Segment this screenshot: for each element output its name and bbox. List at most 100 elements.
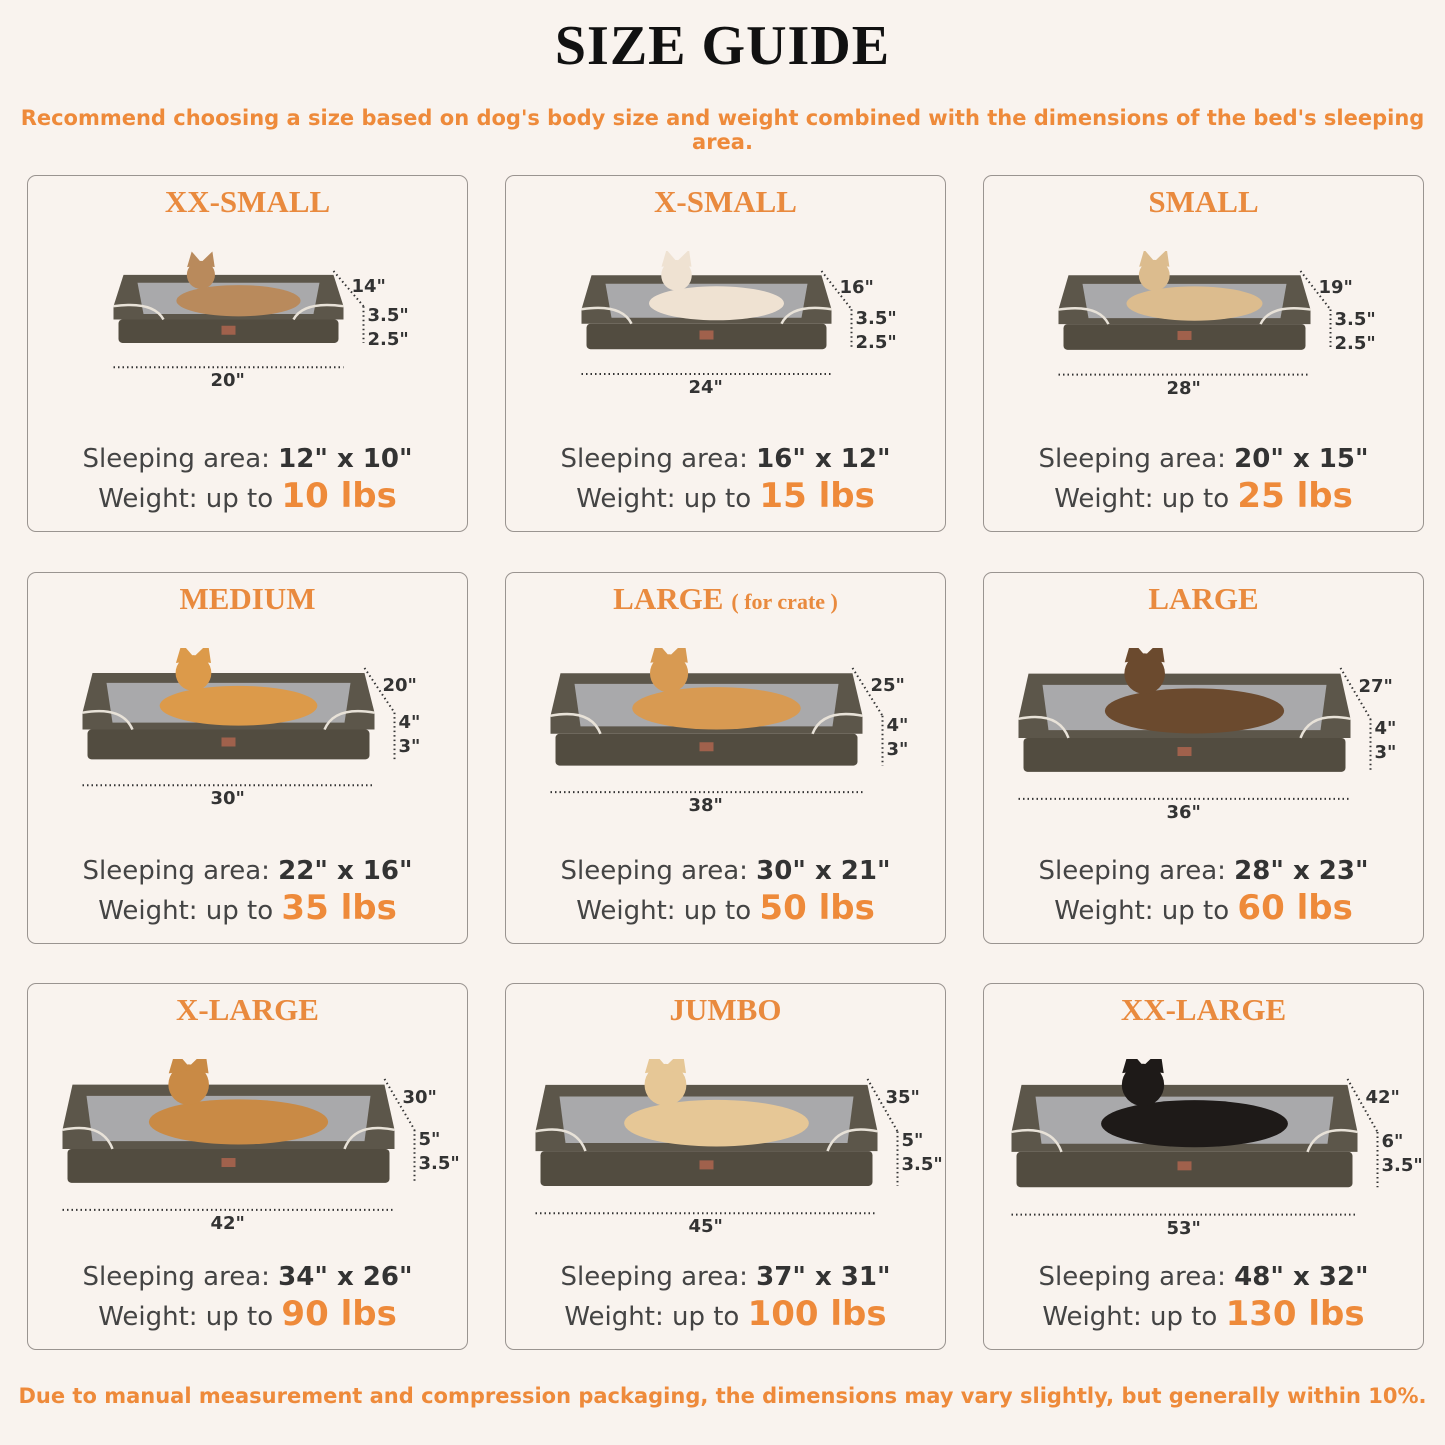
size-card: LARGE 2 bbox=[983, 572, 1424, 944]
weight-label: Weight: up to bbox=[98, 1302, 274, 1332]
wall-height-label: 4" bbox=[1374, 717, 1397, 739]
page-subtitle: Recommend choosing a size based on dog's… bbox=[20, 106, 1425, 154]
sleeping-label: Sleeping area: bbox=[82, 856, 270, 886]
dog-icon bbox=[148, 1059, 329, 1145]
size-card: LARGE ( for crate ) bbox=[505, 572, 946, 944]
weight-value: 10 lbs bbox=[281, 476, 397, 516]
size-name: X-SMALL bbox=[654, 184, 797, 219]
dog-icon bbox=[632, 648, 801, 730]
weight-label: Weight: up to bbox=[1042, 1302, 1218, 1332]
dog-icon bbox=[159, 648, 318, 726]
size-title: X-LARGE bbox=[28, 992, 467, 1028]
width-label: 45" bbox=[688, 1216, 723, 1238]
size-title: X-SMALL bbox=[506, 184, 945, 220]
sleeping-area: Sleeping area: 16" x 12" bbox=[506, 443, 945, 475]
base-height-label: 3.5" bbox=[901, 1154, 943, 1176]
base-height-label: 2.5" bbox=[1334, 332, 1376, 354]
depth-label: 19" bbox=[1318, 276, 1353, 298]
size-title: SMALL bbox=[984, 184, 1423, 220]
wall-height-label: 3.5" bbox=[1334, 308, 1376, 330]
depth-label: 35" bbox=[885, 1087, 920, 1109]
sleeping-area: Sleeping area: 48" x 32" bbox=[984, 1261, 1423, 1293]
base-height-label: 3.5" bbox=[418, 1152, 460, 1174]
height-dimension-line bbox=[851, 667, 884, 717]
depth-label: 25" bbox=[870, 675, 905, 697]
size-name: LARGE bbox=[1148, 581, 1259, 616]
weight-value: 25 lbs bbox=[1237, 476, 1353, 516]
height-dimension-line bbox=[1346, 1078, 1379, 1133]
weight-capacity: Weight: up to 60 lbs bbox=[984, 889, 1423, 930]
sleeping-value: 28" x 23" bbox=[1234, 856, 1369, 886]
sleeping-label: Sleeping area: bbox=[1038, 444, 1226, 474]
size-name: MEDIUM bbox=[179, 581, 316, 616]
sleeping-label: Sleeping area: bbox=[1038, 856, 1226, 886]
width-label: 20" bbox=[210, 370, 245, 392]
sleeping-label: Sleeping area: bbox=[82, 1262, 270, 1292]
bed-illustration bbox=[113, 251, 365, 369]
sleeping-area: Sleeping area: 20" x 15" bbox=[984, 443, 1423, 475]
width-label: 53" bbox=[1166, 1217, 1201, 1239]
depth-label: 16" bbox=[839, 276, 874, 298]
depth-label: 27" bbox=[1358, 676, 1393, 698]
weight-capacity: Weight: up to 130 lbs bbox=[984, 1295, 1423, 1336]
size-name: LARGE bbox=[613, 581, 724, 616]
cat-icon bbox=[176, 251, 301, 317]
weight-capacity: Weight: up to 15 lbs bbox=[506, 477, 945, 518]
bed-illustration bbox=[1018, 648, 1372, 800]
sleeping-label: Sleeping area: bbox=[82, 444, 270, 474]
sleeping-label: Sleeping area: bbox=[560, 444, 748, 474]
weight-value: 35 lbs bbox=[281, 888, 397, 928]
wall-height-label: 4" bbox=[398, 711, 421, 733]
weight-label: Weight: up to bbox=[98, 484, 274, 514]
bed-illustration bbox=[1058, 251, 1332, 376]
sleeping-area: Sleeping area: 37" x 31" bbox=[506, 1261, 945, 1293]
weight-value: 50 lbs bbox=[759, 888, 875, 928]
dog-icon bbox=[1126, 251, 1263, 321]
sleeping-label: Sleeping area: bbox=[560, 1262, 748, 1292]
size-name: XX-SMALL bbox=[164, 184, 331, 219]
weight-capacity: Weight: up to 35 lbs bbox=[28, 889, 467, 930]
bed-illustration bbox=[550, 648, 884, 794]
height-dimension-line bbox=[866, 1078, 899, 1132]
weight-value: 100 lbs bbox=[747, 1294, 887, 1334]
page-title: SIZE GUIDE bbox=[554, 15, 891, 77]
size-title: XX-LARGE bbox=[984, 992, 1423, 1028]
base-height-label: 3" bbox=[1374, 741, 1397, 763]
bed-illustration bbox=[62, 1059, 416, 1211]
size-title: JUMBO bbox=[506, 992, 945, 1028]
height-dimension-line bbox=[332, 270, 365, 307]
width-label: 38" bbox=[688, 795, 723, 817]
wall-height-label: 5" bbox=[418, 1128, 441, 1150]
bed-illustration bbox=[535, 1059, 899, 1215]
size-note: ( for crate ) bbox=[731, 589, 838, 614]
weight-value: 90 lbs bbox=[281, 1294, 397, 1334]
sleeping-value: 48" x 32" bbox=[1234, 1262, 1369, 1292]
weight-value: 130 lbs bbox=[1225, 1294, 1365, 1334]
sleeping-value: 22" x 16" bbox=[278, 856, 413, 886]
sleeping-value: 30" x 21" bbox=[756, 856, 891, 886]
height-dimension-line bbox=[383, 1078, 416, 1131]
footer-note: Due to manual measurement and compressio… bbox=[18, 1384, 1427, 1408]
weight-label: Weight: up to bbox=[1054, 484, 1230, 514]
sleeping-area: Sleeping area: 34" x 26" bbox=[28, 1261, 467, 1293]
sleeping-value: 20" x 15" bbox=[1234, 444, 1369, 474]
size-card: X-SMALL bbox=[505, 175, 946, 532]
dog-icon bbox=[624, 1059, 809, 1147]
sleeping-value: 16" x 12" bbox=[756, 444, 891, 474]
sleeping-value: 12" x 10" bbox=[278, 444, 413, 474]
width-label: 30" bbox=[210, 788, 245, 810]
base-height-label: 3" bbox=[886, 738, 909, 760]
size-title: LARGE bbox=[984, 581, 1423, 617]
weight-label: Weight: up to bbox=[1054, 896, 1230, 926]
size-name: X-LARGE bbox=[176, 992, 319, 1027]
base-height-label: 2.5" bbox=[855, 332, 897, 354]
size-title: MEDIUM bbox=[28, 581, 467, 617]
dog-icon bbox=[1101, 1059, 1288, 1148]
dog-icon bbox=[1104, 648, 1285, 734]
height-dimension-line bbox=[1339, 667, 1372, 720]
width-label: 36" bbox=[1166, 801, 1201, 823]
size-name: SMALL bbox=[1148, 184, 1259, 219]
depth-label: 30" bbox=[402, 1087, 437, 1109]
size-card: MEDIUM bbox=[27, 572, 468, 944]
wall-height-label: 6" bbox=[1381, 1130, 1404, 1152]
